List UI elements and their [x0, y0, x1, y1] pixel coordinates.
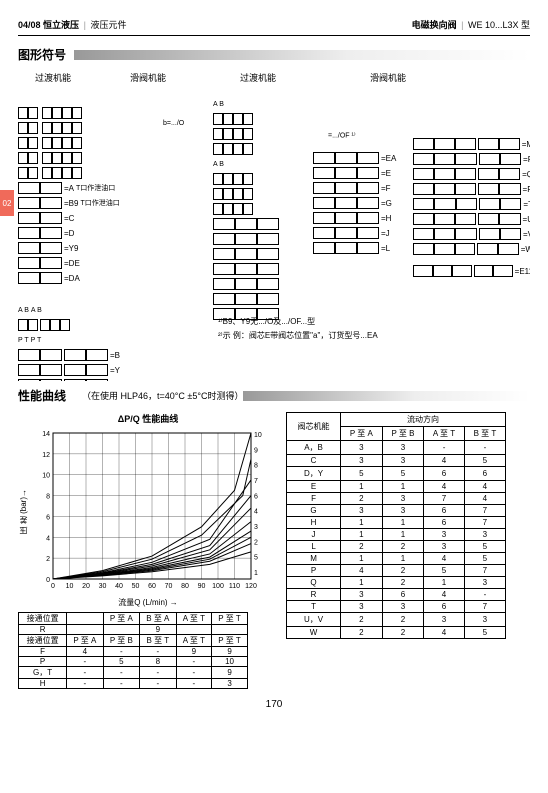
hdr-left2: 恒立液压: [43, 20, 79, 30]
table-small: 接通位置P 至 AB 至 AA 至 TP 至 TR9接通位置P 至 AP 至 B…: [18, 612, 248, 689]
svg-text:2: 2: [46, 556, 50, 563]
svg-text:1: 1: [254, 570, 258, 577]
svg-text:2: 2: [254, 539, 258, 546]
svg-text:120: 120: [245, 583, 257, 590]
svg-text:7: 7: [254, 478, 258, 485]
svg-text:6: 6: [46, 514, 50, 521]
svg-text:3: 3: [254, 524, 258, 531]
chart-area: ΔP/Q 性能曲线 压 差 (bar)→ 0102030405060708090…: [18, 412, 278, 689]
svg-text:80: 80: [181, 583, 189, 590]
symbols-area: 过渡机能 滑阀机能 过渡机能 滑阀机能 =A T口作泄油口=B9 T口作泄油口=…: [18, 71, 530, 381]
svg-text:100: 100: [212, 583, 224, 590]
page-header: 04/08 恒立液压 | 液压元件 电磁换向阀 | WE 10...L3X 型: [18, 18, 530, 31]
svg-text:6: 6: [254, 493, 258, 500]
svg-text:40: 40: [115, 583, 123, 590]
svg-text:110: 110: [229, 583, 240, 590]
hdr-right1: 电磁换向阀: [412, 20, 457, 30]
section1-label: 图形符号: [18, 46, 530, 63]
side-tab: 02: [0, 190, 14, 216]
page-number: 170: [18, 699, 530, 710]
svg-text:10: 10: [66, 583, 74, 590]
table-right: 阀芯机能流动方向P 至 AP 至 BA 至 TB 至 TA，B33--C3345…: [286, 412, 506, 639]
svg-text:4: 4: [254, 509, 258, 516]
hdr-left1: 04/08: [18, 20, 41, 30]
svg-text:10: 10: [42, 473, 50, 480]
svg-text:0: 0: [46, 577, 50, 584]
dp-q-chart: 0102030405060708090100110120024681012141…: [29, 427, 269, 597]
svg-text:10: 10: [254, 432, 262, 439]
hdr-right2: WE 10...L3X 型: [468, 20, 530, 30]
svg-text:5: 5: [254, 555, 258, 562]
svg-text:90: 90: [198, 583, 206, 590]
svg-text:50: 50: [132, 583, 140, 590]
svg-text:9: 9: [254, 447, 258, 454]
svg-text:12: 12: [42, 452, 50, 459]
svg-text:8: 8: [46, 494, 50, 501]
svg-text:60: 60: [148, 583, 156, 590]
svg-text:70: 70: [165, 583, 173, 590]
section2-label: 性能曲线 （在使用 HLP46，t=40°C ±5°C时测得）: [18, 387, 530, 404]
svg-text:14: 14: [42, 431, 50, 438]
svg-text:20: 20: [82, 583, 90, 590]
svg-text:0: 0: [51, 583, 55, 590]
svg-text:4: 4: [46, 535, 50, 542]
hdr-left3: 液压元件: [90, 20, 126, 30]
svg-text:30: 30: [99, 583, 107, 590]
svg-text:8: 8: [254, 463, 258, 470]
